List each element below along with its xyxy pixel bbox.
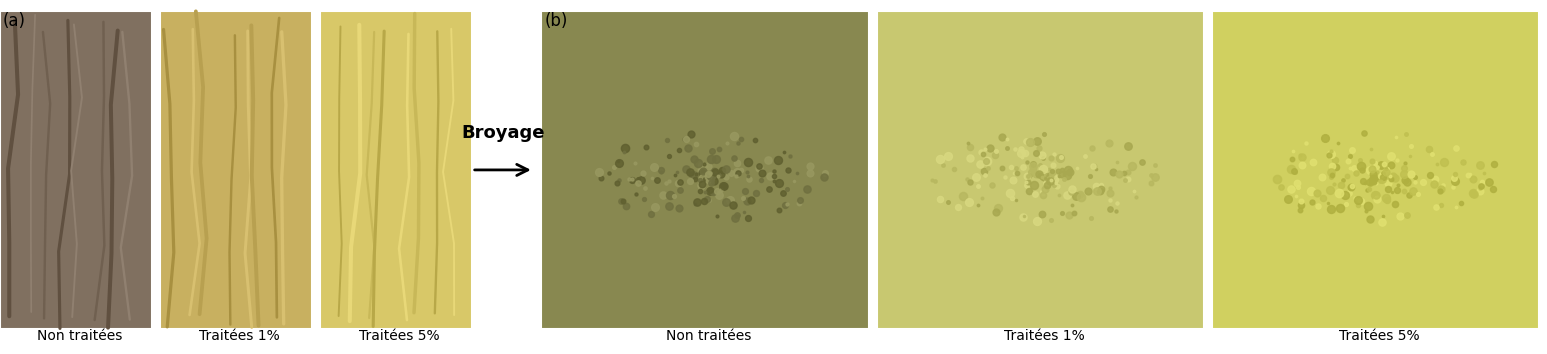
Text: (b): (b) [545, 12, 568, 30]
FancyBboxPatch shape [320, 11, 472, 329]
FancyBboxPatch shape [159, 11, 312, 329]
Text: Traitées 5%: Traitées 5% [1340, 329, 1420, 343]
Text: Non traitées: Non traitées [667, 329, 752, 343]
FancyBboxPatch shape [0, 11, 152, 329]
FancyBboxPatch shape [877, 11, 1204, 329]
Text: Traitées 1%: Traitées 1% [1004, 329, 1084, 343]
Text: Traitées 5%: Traitées 5% [359, 329, 439, 343]
Text: Non traitées: Non traitées [37, 329, 122, 343]
Text: Broyage: Broyage [461, 124, 545, 142]
FancyBboxPatch shape [541, 11, 869, 329]
FancyBboxPatch shape [1211, 11, 1539, 329]
Text: Traitées 1%: Traitées 1% [200, 329, 280, 343]
Text: (a): (a) [3, 12, 26, 30]
